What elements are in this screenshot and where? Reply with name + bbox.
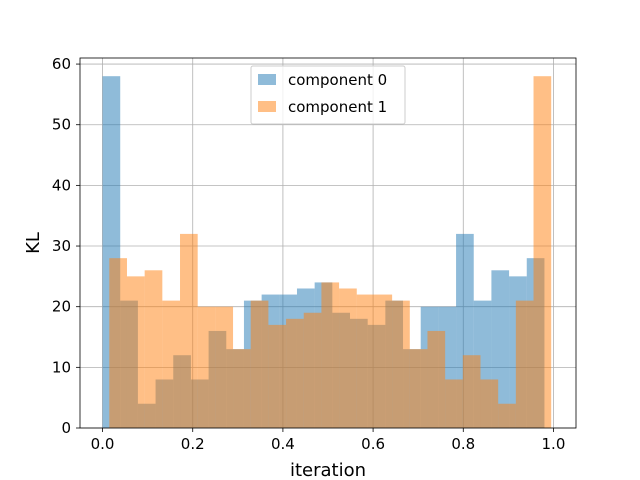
bar-component-1 — [250, 300, 269, 428]
histogram-bars — [102, 76, 552, 429]
x-axis-ticks: 0.0 0.2 0.4 0.6 0.8 1.0 — [91, 428, 566, 453]
y-tick-label: 10 — [52, 358, 71, 376]
y-tick-label: 0 — [61, 419, 71, 437]
bar-component-1 — [109, 258, 127, 428]
bar-component-1 — [498, 403, 516, 428]
bar-component-1 — [374, 294, 393, 428]
bar-component-1 — [392, 300, 410, 428]
y-tick-label: 60 — [52, 55, 71, 73]
y-tick-label: 50 — [52, 116, 71, 134]
bar-component-1 — [515, 300, 534, 428]
x-tick-label: 0.0 — [91, 435, 115, 453]
bar-component-1 — [321, 282, 340, 428]
legend-swatch-component-0 — [258, 74, 276, 85]
bar-component-1 — [339, 288, 357, 428]
x-tick-label: 0.2 — [181, 435, 205, 453]
bar-component-1 — [233, 349, 251, 428]
bar-component-1 — [197, 306, 216, 428]
y-axis-label: KL — [23, 232, 44, 254]
legend: component 0 component 1 — [250, 65, 406, 125]
bar-component-1 — [462, 355, 481, 428]
y-tick-label: 30 — [52, 237, 71, 255]
x-tick-label: 0.8 — [451, 435, 475, 453]
bar-component-1 — [162, 300, 181, 428]
bar-component-1 — [356, 294, 375, 428]
bar-component-1 — [427, 330, 446, 428]
legend-swatch-component-1 — [258, 101, 276, 112]
x-tick-label: 0.4 — [271, 435, 295, 453]
x-tick-label: 1.0 — [542, 435, 566, 453]
bar-component-1 — [409, 349, 428, 428]
y-axis-ticks: 0 10 20 30 40 50 60 — [52, 55, 80, 437]
bar-component-1 — [533, 76, 552, 429]
x-axis-label: iteration — [290, 460, 366, 480]
y-tick-label: 20 — [52, 298, 71, 316]
bar-component-1 — [126, 276, 145, 428]
bar-component-1 — [480, 379, 499, 428]
bar-component-1 — [215, 306, 234, 428]
legend-label-component-1: component 1 — [288, 98, 387, 116]
bar-component-1 — [268, 324, 287, 428]
x-tick-label: 0.6 — [361, 435, 385, 453]
bar-component-1 — [144, 270, 163, 428]
legend-box — [250, 65, 406, 125]
bar-component-1 — [180, 233, 198, 428]
y-tick-label: 40 — [52, 176, 71, 194]
bar-component-1 — [303, 312, 322, 428]
legend-label-component-0: component 0 — [288, 71, 387, 89]
bar-component-1 — [445, 379, 463, 428]
bar-component-1 — [286, 318, 304, 428]
plot-frame — [79, 57, 577, 429]
